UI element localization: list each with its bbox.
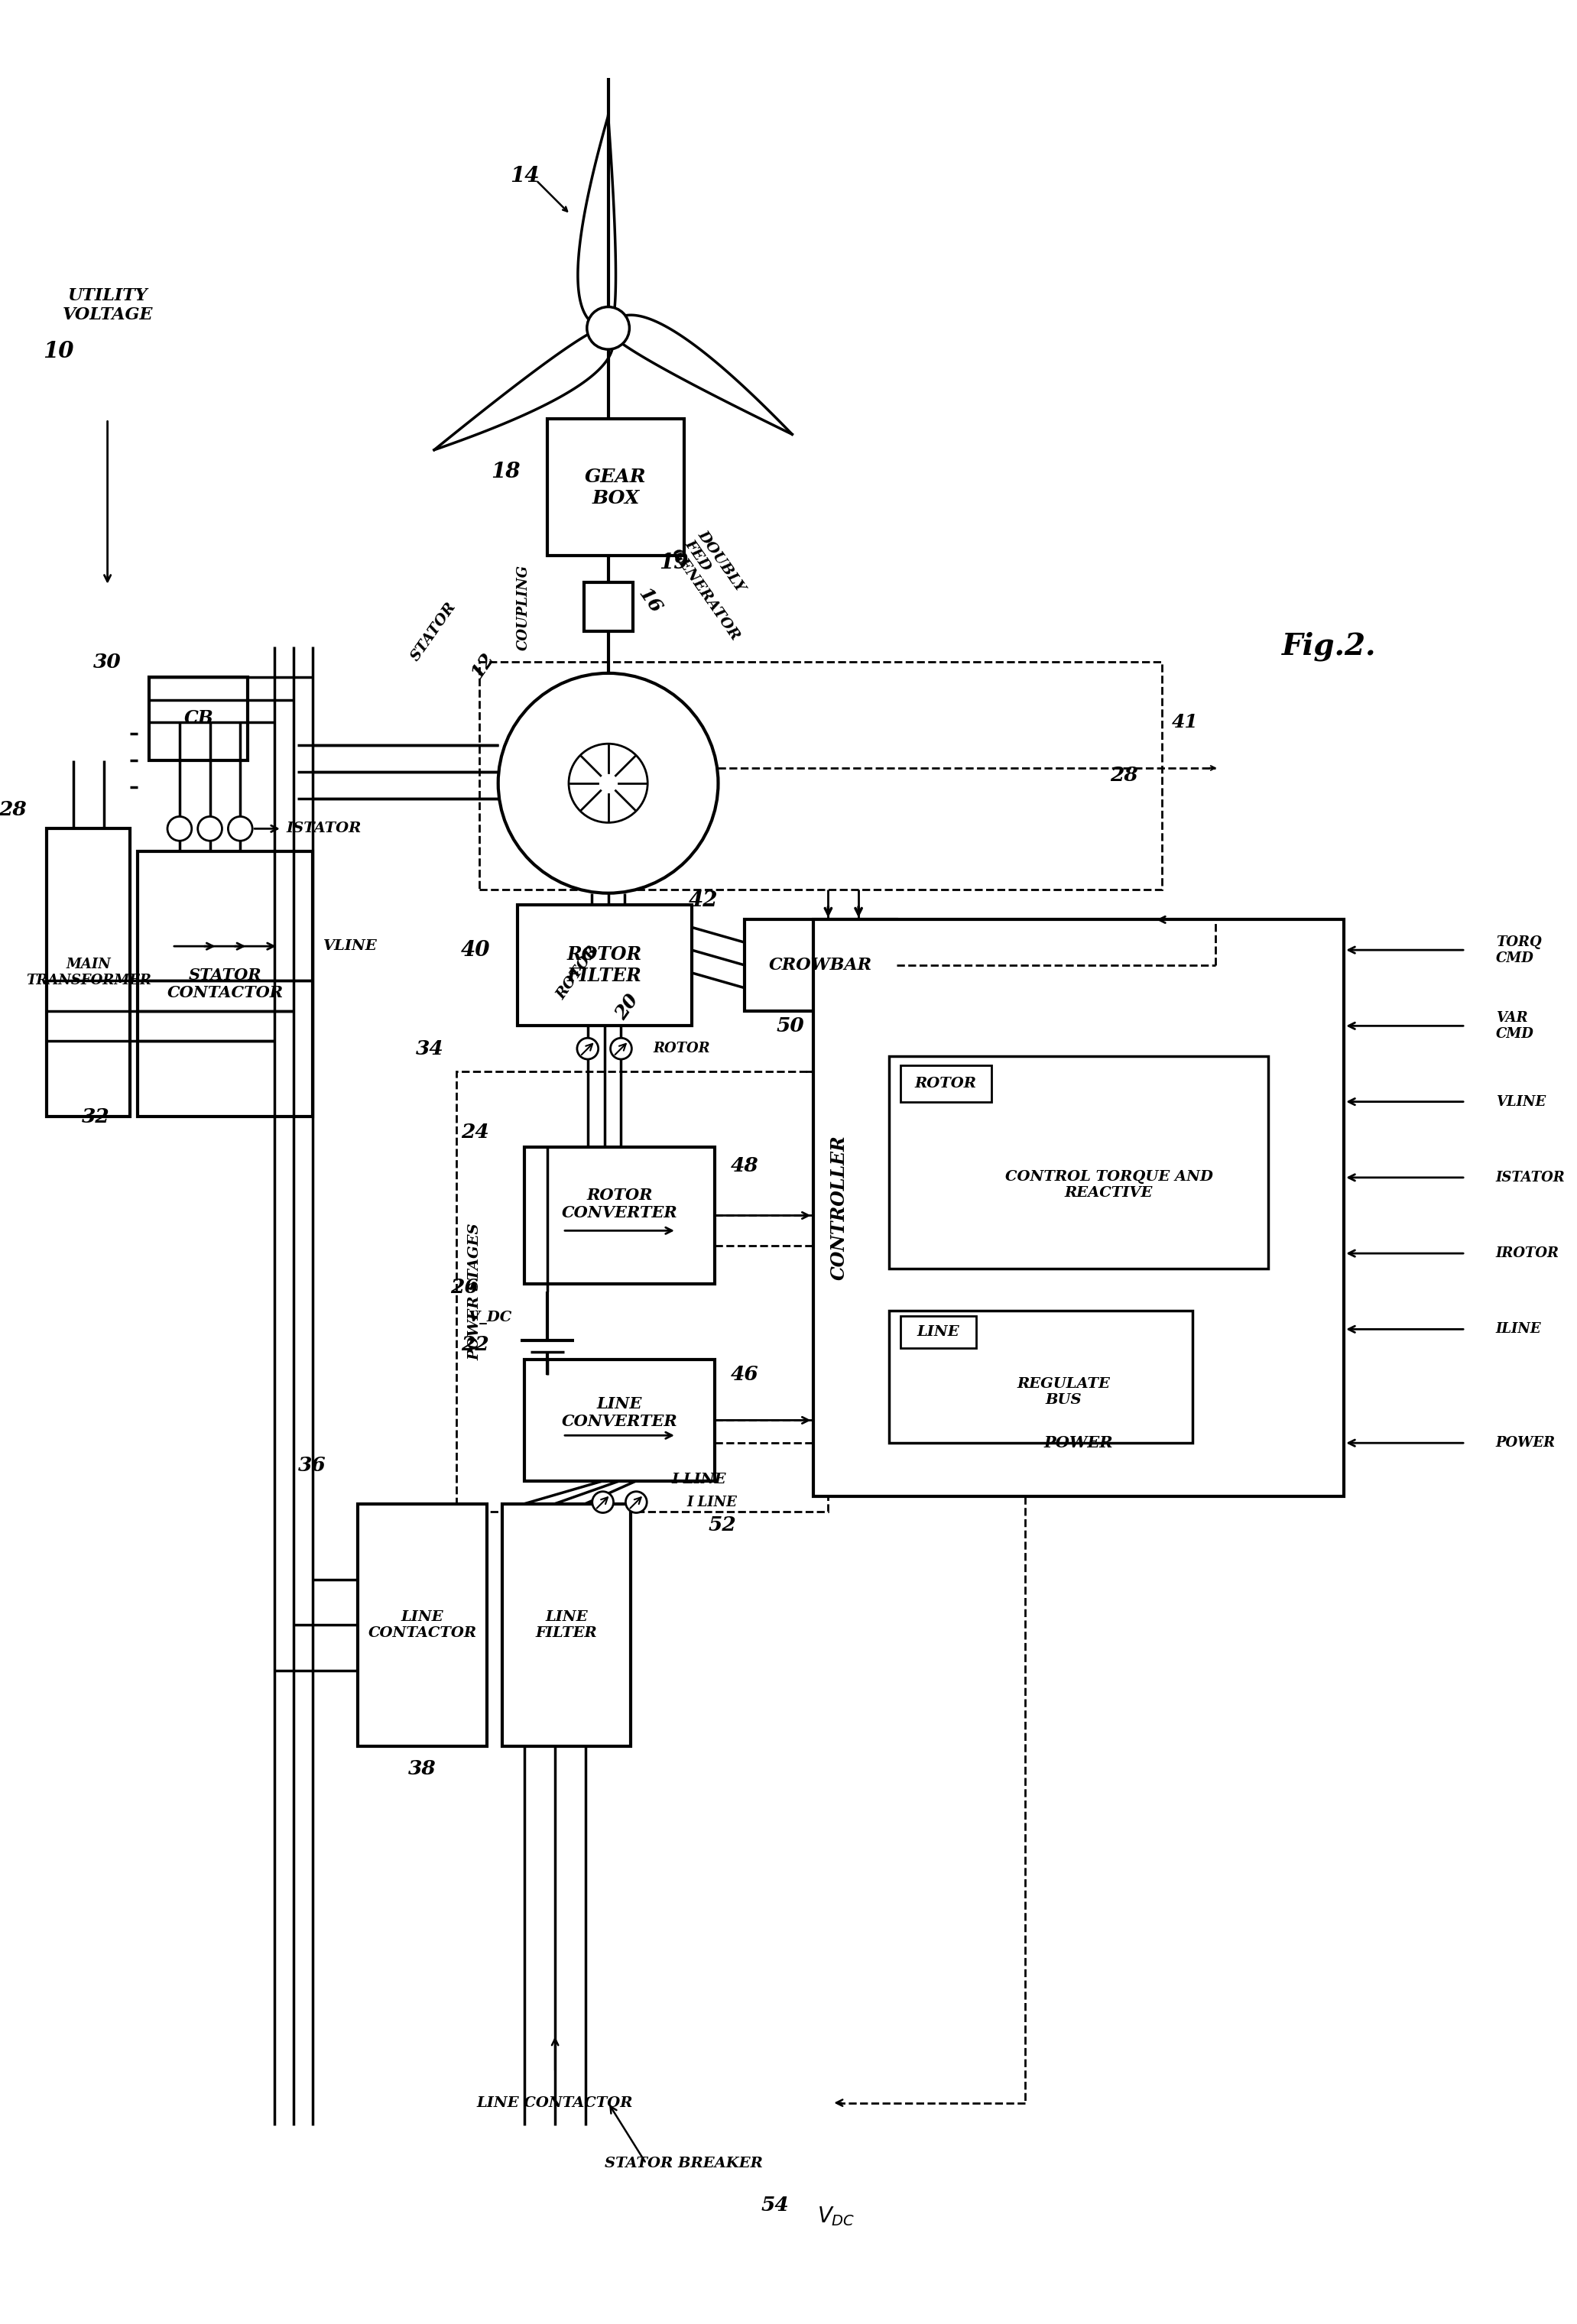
Text: I LINE: I LINE: [672, 1473, 727, 1487]
Text: ISTATOR: ISTATOR: [1495, 1171, 1564, 1185]
Bar: [479, 662, 1162, 890]
Text: 42: 42: [688, 890, 718, 911]
Text: ISTATOR: ISTATOR: [285, 823, 361, 837]
Bar: [889, 1055, 1268, 1269]
Circle shape: [593, 1492, 613, 1513]
Bar: [525, 1360, 714, 1480]
Text: 14: 14: [509, 165, 539, 186]
Bar: [889, 1311, 1192, 1443]
Text: 28: 28: [0, 799, 27, 820]
Text: 48: 48: [730, 1157, 759, 1176]
Text: 10: 10: [43, 339, 74, 363]
Text: I LINE: I LINE: [688, 1494, 738, 1508]
Text: MAIN
TRANSFORMER: MAIN TRANSFORMER: [25, 957, 151, 988]
Bar: [814, 920, 1344, 1497]
Text: DOUBLY
FED
GENERATOR: DOUBLY FED GENERATOR: [669, 528, 768, 644]
Text: CB: CB: [183, 709, 213, 727]
Text: 12: 12: [468, 648, 498, 681]
Text: ROTOR: ROTOR: [653, 1041, 710, 1055]
Bar: [583, 583, 634, 632]
Circle shape: [229, 816, 252, 841]
Circle shape: [197, 816, 222, 841]
Text: LINE: LINE: [916, 1325, 959, 1339]
Text: 22: 22: [462, 1334, 489, 1355]
Text: 36: 36: [298, 1457, 326, 1476]
Bar: [900, 1064, 992, 1102]
Bar: [137, 851, 312, 1118]
Text: STATOR BREAKER: STATOR BREAKER: [606, 2157, 763, 2171]
Text: 19: 19: [659, 553, 689, 574]
Bar: [900, 1315, 976, 1348]
Circle shape: [167, 816, 192, 841]
Bar: [547, 418, 684, 555]
Text: LINE
CONVERTER: LINE CONVERTER: [561, 1397, 678, 1429]
Text: 46: 46: [730, 1364, 759, 1385]
Bar: [150, 676, 248, 760]
Text: 30: 30: [93, 653, 121, 672]
Text: REGULATE
BUS: REGULATE BUS: [1017, 1378, 1110, 1406]
Text: 34: 34: [416, 1039, 445, 1057]
Text: UTILITY
VOLTAGE: UTILITY VOLTAGE: [62, 288, 153, 323]
Text: ROTOR
FILTER: ROTOR FILTER: [566, 946, 642, 985]
Circle shape: [626, 1492, 647, 1513]
Text: ROTOR
CONVERTER: ROTOR CONVERTER: [561, 1188, 678, 1220]
Text: 50: 50: [776, 1016, 804, 1037]
Text: 41: 41: [1172, 713, 1199, 732]
Text: ROTOR: ROTOR: [915, 1076, 976, 1090]
Bar: [358, 1504, 487, 1745]
Circle shape: [610, 1039, 632, 1060]
Circle shape: [577, 1039, 598, 1060]
Text: TORQ
CMD: TORQ CMD: [1495, 934, 1541, 964]
Text: Fig.2.: Fig.2.: [1282, 632, 1377, 662]
Text: 24: 24: [462, 1122, 489, 1141]
Text: 38: 38: [408, 1759, 437, 1778]
Text: CROWBAR: CROWBAR: [770, 957, 872, 974]
Text: 54: 54: [762, 2196, 788, 2215]
Text: CONTROLLER: CONTROLLER: [831, 1136, 848, 1281]
Text: VLINE: VLINE: [323, 939, 377, 953]
Text: GEAR
BOX: GEAR BOX: [585, 467, 647, 507]
Bar: [744, 920, 896, 1011]
Bar: [501, 1504, 631, 1745]
Text: 16: 16: [636, 586, 665, 618]
Circle shape: [498, 674, 718, 892]
Text: 20: 20: [612, 990, 642, 1023]
Text: STATOR: STATOR: [408, 600, 459, 662]
Text: LINE
CONTACTOR: LINE CONTACTOR: [367, 1611, 476, 1641]
Text: ILINE: ILINE: [1495, 1322, 1541, 1336]
Text: 52: 52: [708, 1515, 736, 1534]
Text: IROTOR: IROTOR: [1495, 1246, 1560, 1260]
Text: STATOR
CONTACTOR: STATOR CONTACTOR: [167, 967, 284, 1002]
Text: VAR
CMD: VAR CMD: [1495, 1011, 1534, 1041]
Text: 26: 26: [449, 1278, 478, 1297]
Text: COUPLING: COUPLING: [516, 565, 530, 651]
Text: LINE CONTACTOR: LINE CONTACTOR: [476, 2096, 634, 2110]
Text: 32: 32: [82, 1106, 110, 1127]
Bar: [525, 1148, 714, 1283]
Text: $V_{DC}$: $V_{DC}$: [817, 2205, 855, 2229]
Text: VLINE: VLINE: [1495, 1095, 1545, 1109]
Circle shape: [587, 307, 629, 349]
Text: 28: 28: [1110, 767, 1139, 786]
Text: LINE
FILTER: LINE FILTER: [536, 1611, 598, 1641]
Text: 18: 18: [490, 462, 520, 483]
Text: CONTROL TORQUE AND
REACTIVE: CONTROL TORQUE AND REACTIVE: [1005, 1171, 1213, 1199]
Text: POWER STAGES: POWER STAGES: [468, 1222, 483, 1360]
Text: V_DC: V_DC: [468, 1311, 513, 1325]
Text: POWER: POWER: [1495, 1436, 1555, 1450]
Bar: [456, 1071, 828, 1511]
Bar: [517, 904, 692, 1025]
Text: ROTOR: ROTOR: [555, 944, 601, 1002]
Text: 40: 40: [460, 939, 490, 960]
Text: POWER: POWER: [1044, 1436, 1113, 1450]
Circle shape: [569, 744, 648, 823]
Bar: [47, 830, 131, 1118]
